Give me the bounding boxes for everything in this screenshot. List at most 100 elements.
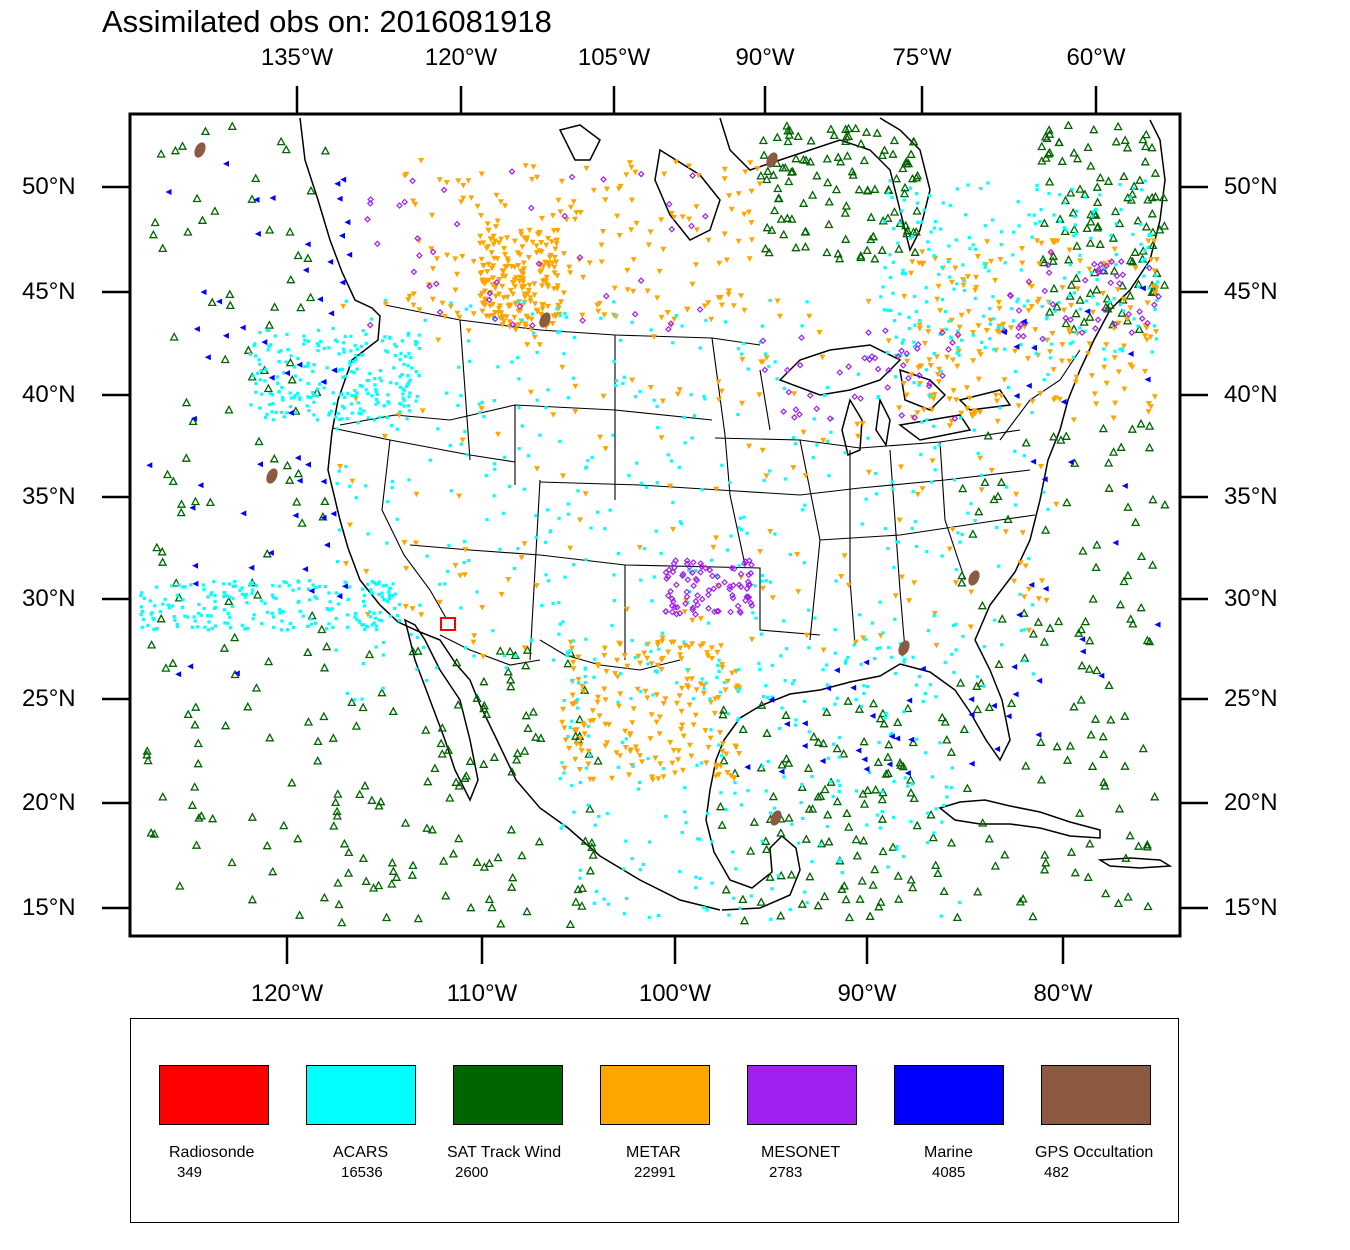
metar-marker — [492, 293, 499, 300]
mesonet-marker — [683, 593, 691, 601]
acars-marker — [448, 443, 452, 448]
acars-marker — [341, 404, 345, 408]
acars-marker — [407, 404, 411, 408]
acars-marker — [547, 579, 551, 583]
metar-marker — [416, 238, 423, 244]
metar-marker — [524, 235, 530, 241]
mesonet-marker — [710, 585, 718, 593]
acars-marker — [835, 696, 839, 700]
acars-marker — [366, 582, 370, 586]
metar-marker — [1034, 238, 1041, 244]
marine-marker — [894, 735, 901, 742]
metar-marker — [966, 395, 973, 402]
metar-marker — [637, 753, 643, 759]
sat-track-wind-marker — [320, 146, 330, 155]
metar-marker — [1034, 299, 1041, 305]
metar-marker — [616, 233, 623, 239]
acars-marker — [280, 385, 284, 390]
mesonet-marker — [683, 560, 691, 568]
sat-track-wind-marker — [443, 745, 453, 754]
acars-marker — [399, 402, 403, 406]
marine-marker — [344, 219, 351, 226]
metar-marker — [675, 748, 682, 754]
acars-marker — [971, 243, 975, 247]
metar-marker — [1090, 309, 1096, 316]
metar-marker — [602, 697, 609, 703]
metar-marker — [410, 302, 417, 309]
sat-track-wind-marker — [1147, 142, 1157, 152]
acars-marker — [374, 645, 378, 649]
acars-marker — [207, 620, 211, 624]
metar-marker — [582, 491, 589, 497]
metar-marker — [674, 391, 681, 398]
acars-marker — [768, 580, 773, 584]
sat-track-wind-marker — [893, 717, 903, 727]
sat-track-wind-marker — [190, 720, 200, 729]
metar-marker — [412, 201, 419, 208]
acars-marker — [329, 409, 333, 413]
acars-marker — [888, 179, 892, 183]
acars-marker — [408, 378, 412, 382]
metar-marker — [806, 313, 813, 320]
metar-marker — [1061, 307, 1068, 314]
acars-marker — [289, 396, 294, 400]
acars-marker — [929, 480, 934, 484]
acars-marker — [971, 333, 975, 337]
acars-marker — [335, 481, 339, 486]
metar-marker — [526, 227, 533, 234]
acars-marker — [415, 635, 419, 639]
acars-marker — [769, 917, 773, 921]
acars-marker — [252, 344, 256, 348]
metar-marker — [973, 274, 979, 281]
metar-marker — [632, 169, 639, 176]
sat-track-wind-marker — [784, 813, 794, 822]
metar-marker — [506, 302, 513, 308]
metar-marker — [447, 304, 454, 310]
acars-marker — [170, 584, 174, 588]
sat-track-wind-marker — [879, 145, 890, 154]
metar-marker — [680, 733, 687, 740]
acars-marker — [381, 584, 385, 588]
metar-marker — [480, 654, 487, 660]
acars-marker — [939, 227, 943, 231]
sat-track-wind-marker — [367, 795, 377, 804]
sat-track-wind-marker — [413, 913, 423, 923]
sat-track-wind-marker — [1063, 120, 1073, 130]
sat-track-wind-marker — [812, 170, 822, 180]
sat-track-wind-marker — [1113, 898, 1124, 908]
metar-marker — [738, 293, 745, 299]
marine-marker — [1013, 392, 1020, 399]
acars-marker — [1064, 228, 1068, 232]
acars-marker — [1078, 326, 1082, 330]
acars-marker — [568, 725, 572, 729]
acars-marker — [240, 586, 244, 590]
mesonet-marker — [485, 296, 493, 304]
metar-marker — [516, 278, 523, 285]
acars-marker — [886, 308, 890, 312]
metar-marker — [852, 639, 859, 646]
acars-marker — [306, 381, 310, 386]
metar-marker — [439, 300, 446, 307]
acars-marker — [273, 334, 277, 338]
acars-marker — [997, 564, 1001, 568]
sat-track-wind-marker — [956, 678, 966, 687]
metar-marker — [572, 756, 579, 763]
sat-track-wind-marker — [1141, 129, 1151, 139]
metar-marker — [452, 562, 459, 569]
metar-marker — [544, 282, 551, 288]
sat-track-wind-marker — [776, 910, 786, 920]
acars-marker — [627, 474, 631, 478]
acars-marker — [948, 275, 952, 279]
sat-track-wind-marker — [1045, 177, 1055, 186]
mesonet-marker — [721, 578, 728, 586]
acars-marker — [898, 221, 902, 225]
metar-marker — [1066, 358, 1073, 365]
sat-track-wind-marker — [319, 662, 330, 672]
metar-marker — [647, 736, 654, 742]
acars-marker — [894, 335, 898, 339]
metar-marker — [651, 334, 657, 340]
acars-marker — [1000, 643, 1004, 647]
acars-marker — [281, 398, 285, 402]
sat-track-wind-marker — [912, 820, 922, 830]
metar-marker — [570, 666, 577, 672]
